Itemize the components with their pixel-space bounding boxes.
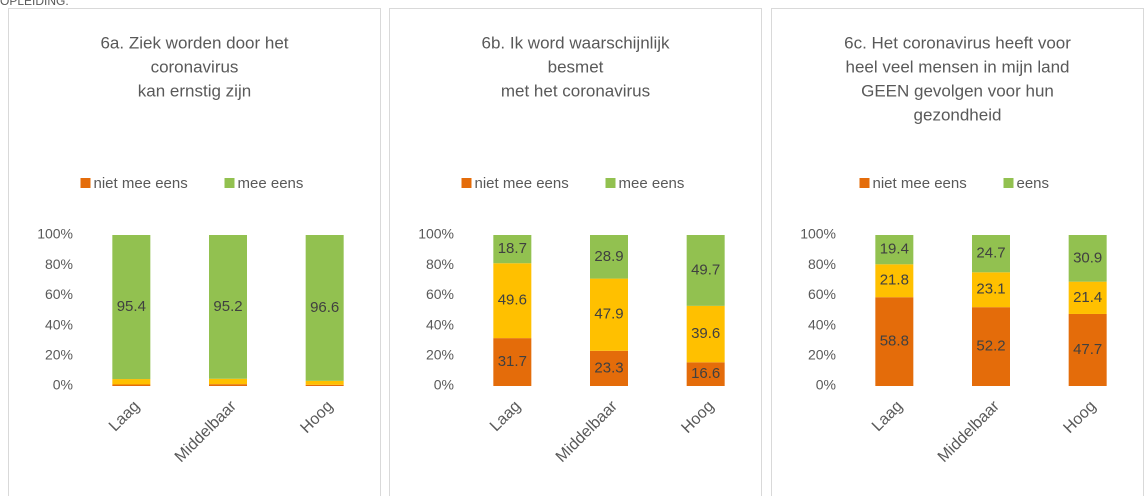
- y-tick-label: 60%: [45, 286, 73, 302]
- chart-title: GEEN gevolgen voor hun: [861, 81, 1054, 100]
- y-tick-label: 100%: [800, 226, 836, 242]
- data-label: 47.7: [1073, 341, 1102, 358]
- bar-segment: [493, 235, 532, 264]
- legend-swatch: [461, 178, 472, 188]
- data-label: 58.8: [880, 333, 909, 350]
- legend-label: niet mee eens: [94, 175, 188, 192]
- bar-segment: [875, 235, 914, 265]
- chart-title: met het coronavirus: [501, 81, 650, 100]
- data-label: 23.3: [594, 359, 623, 376]
- chart-panel: 6c. Het coronavirus heeft voor heel veel …: [771, 8, 1144, 496]
- bar-segment: [305, 380, 344, 385]
- bar-segment: [493, 338, 532, 386]
- data-label: 39.6: [691, 325, 720, 342]
- data-label: 95.2: [213, 298, 242, 315]
- data-label: 47.9: [594, 306, 623, 323]
- data-label: 49.6: [498, 292, 527, 309]
- header: OPLEIDING:: [0, 0, 69, 8]
- bar-segment: [112, 235, 151, 380]
- y-tick-label: 80%: [426, 256, 454, 272]
- legend-label: mee eens: [619, 175, 685, 192]
- chart-title: gezondheid: [914, 105, 1002, 124]
- bar-segment: [972, 235, 1010, 273]
- chart-panel: 6a. Ziek worden door het coronavirus kan e…: [8, 8, 381, 496]
- data-label: 52.2: [976, 338, 1005, 355]
- data-label: 49.7: [691, 261, 720, 278]
- bar-segment: [209, 235, 247, 379]
- data-label: 23.1: [976, 281, 1005, 298]
- legend-swatch: [605, 178, 616, 188]
- y-tick-label: 40%: [45, 316, 73, 332]
- data-label: 96.6: [310, 299, 339, 316]
- chart-title: 6b. Ik word waarschijnlijk: [481, 33, 670, 52]
- legend-label: eens: [1017, 175, 1050, 192]
- bar-segment: [209, 378, 247, 385]
- data-label: 21.4: [1073, 289, 1102, 306]
- bar-segment: [305, 384, 344, 386]
- bar-segment: [875, 264, 914, 298]
- data-label: 31.7: [498, 353, 527, 370]
- legend-label: mee eens: [238, 175, 304, 192]
- legend-swatch: [224, 178, 235, 188]
- bar-segment: [686, 362, 725, 386]
- y-tick-label: 40%: [808, 316, 836, 332]
- data-label: 95.4: [117, 298, 146, 315]
- data-label: 19.4: [880, 241, 909, 258]
- data-label: 18.7: [498, 240, 527, 257]
- y-tick-label: 20%: [426, 347, 454, 363]
- bar-segment: [1068, 281, 1107, 314]
- y-tick-label: 100%: [418, 226, 454, 242]
- bar-segment: [590, 278, 628, 351]
- chart-title: 6a. Ziek worden door het: [100, 33, 288, 52]
- y-tick-label: 20%: [45, 347, 73, 363]
- y-tick-label: 80%: [808, 256, 836, 272]
- y-tick-label: 60%: [426, 286, 454, 302]
- chart-title: 6c. Het coronavirus heeft voor: [844, 33, 1071, 52]
- bar-segment: [686, 305, 725, 363]
- y-tick-label: 0%: [53, 377, 73, 393]
- bar-segment: [590, 235, 628, 279]
- y-tick-label: 40%: [426, 316, 454, 332]
- bar-segment: [305, 235, 344, 381]
- legend-swatch: [80, 178, 91, 188]
- legend-label: niet mee eens: [873, 175, 967, 192]
- chart-title: heel veel mensen in mijn land: [846, 57, 1070, 76]
- y-tick-label: 100%: [37, 226, 73, 242]
- bar-segment: [1068, 313, 1107, 386]
- bar-segment: [686, 235, 725, 306]
- chart-title: kan ernstig zijn: [138, 81, 251, 100]
- bar-segment: [112, 379, 151, 385]
- bar-segment: [590, 350, 628, 386]
- legend-swatch: [859, 178, 870, 188]
- legend-swatch: [1003, 178, 1014, 188]
- data-label: 24.7: [976, 245, 1005, 262]
- bar-segment: [972, 307, 1010, 386]
- y-tick-label: 0%: [434, 377, 454, 393]
- y-tick-label: 20%: [808, 347, 836, 363]
- chart-panel: 6b. Ik word waarschijnlijk besmet met het …: [389, 8, 762, 496]
- bar-segment: [1068, 235, 1107, 282]
- bar-segment: [875, 297, 914, 386]
- bar-segment: [972, 272, 1010, 308]
- data-label: 30.9: [1073, 249, 1102, 266]
- bar-segment: [493, 263, 532, 339]
- bar-segment: [112, 384, 151, 386]
- bar-segment: [209, 384, 247, 386]
- y-tick-label: 60%: [808, 286, 836, 302]
- chart-title: coronavirus: [151, 57, 239, 76]
- data-label: 21.8: [880, 272, 909, 289]
- legend-label: niet mee eens: [475, 175, 569, 192]
- chart-title: besmet: [548, 57, 604, 76]
- data-label: 16.6: [691, 365, 720, 382]
- data-label: 28.9: [594, 248, 623, 265]
- y-tick-label: 0%: [816, 377, 836, 393]
- y-tick-label: 80%: [45, 256, 73, 272]
